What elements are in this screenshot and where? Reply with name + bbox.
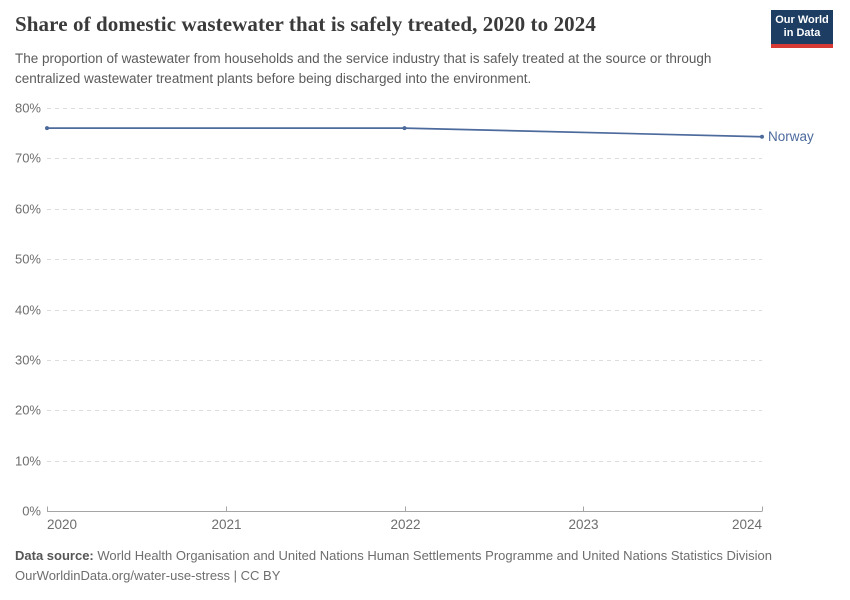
owid-logo: Our World in Data	[771, 10, 833, 48]
x-axis-tick-label: 2021	[211, 517, 241, 532]
y-axis-tick-label: 40%	[15, 303, 41, 318]
y-axis-tick-label: 70%	[15, 151, 41, 166]
y-axis-tick-label: 50%	[15, 252, 41, 267]
data-point	[402, 126, 407, 131]
data-source-label: Data source:	[15, 548, 94, 563]
x-axis-tick-label: 2023	[568, 517, 598, 532]
data-source-line: Data source: World Health Organisation a…	[15, 546, 772, 566]
y-axis-tick-label: 20%	[15, 403, 41, 418]
y-axis-tick-label: 80%	[15, 101, 41, 116]
y-axis-tick-label: 10%	[15, 454, 41, 469]
owid-logo-line2: in Data	[783, 27, 821, 39]
chart-subtitle: The proportion of wastewater from househ…	[15, 51, 712, 86]
citation-line: OurWorldinData.org/water-use-stress | CC…	[15, 568, 281, 583]
data-source-text: World Health Organisation and United Nat…	[97, 548, 773, 563]
owid-logo-line1: Our World	[775, 14, 829, 26]
x-axis-tick-label: 2022	[390, 517, 420, 532]
chart-footer: Data source: World Health Organisation a…	[15, 546, 772, 586]
data-point	[760, 134, 764, 139]
y-axis-tick-label: 30%	[15, 353, 41, 368]
data-point	[45, 126, 49, 131]
y-axis-tick-label: 0%	[22, 504, 41, 519]
x-axis-tick-label: 2020	[47, 517, 77, 532]
x-axis-tick-label: 2024	[732, 517, 763, 532]
page-title: Share of domestic wastewater that is saf…	[15, 12, 596, 36]
y-axis-tick-label: 60%	[15, 202, 41, 217]
entity-label: Norway	[768, 129, 814, 144]
